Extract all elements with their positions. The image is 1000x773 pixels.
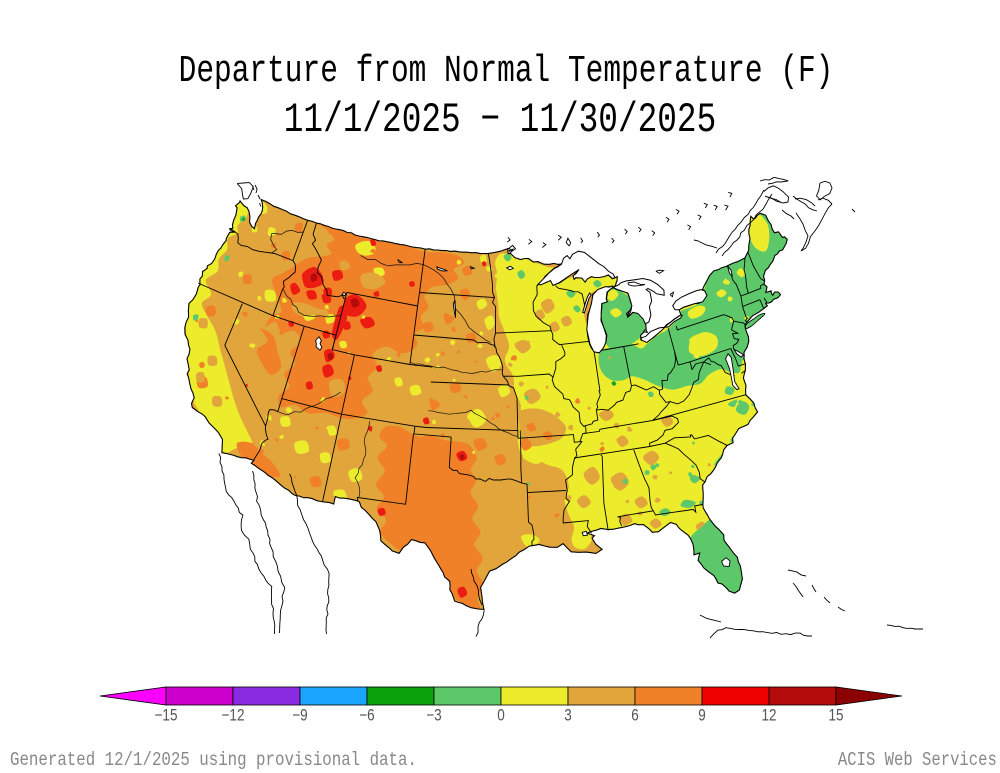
svg-text:0: 0 [497, 706, 505, 725]
svg-text:−6: −6 [359, 706, 374, 725]
svg-text:−12: −12 [222, 706, 245, 725]
svg-text:3: 3 [564, 706, 572, 725]
svg-text:9: 9 [698, 706, 706, 725]
svg-text:−3: −3 [426, 706, 441, 725]
svg-text:−9: −9 [292, 706, 307, 725]
svg-text:12: 12 [761, 706, 776, 725]
svg-text:15: 15 [828, 706, 843, 725]
svg-text:−15: −15 [155, 706, 178, 725]
svg-text:6: 6 [631, 706, 639, 725]
